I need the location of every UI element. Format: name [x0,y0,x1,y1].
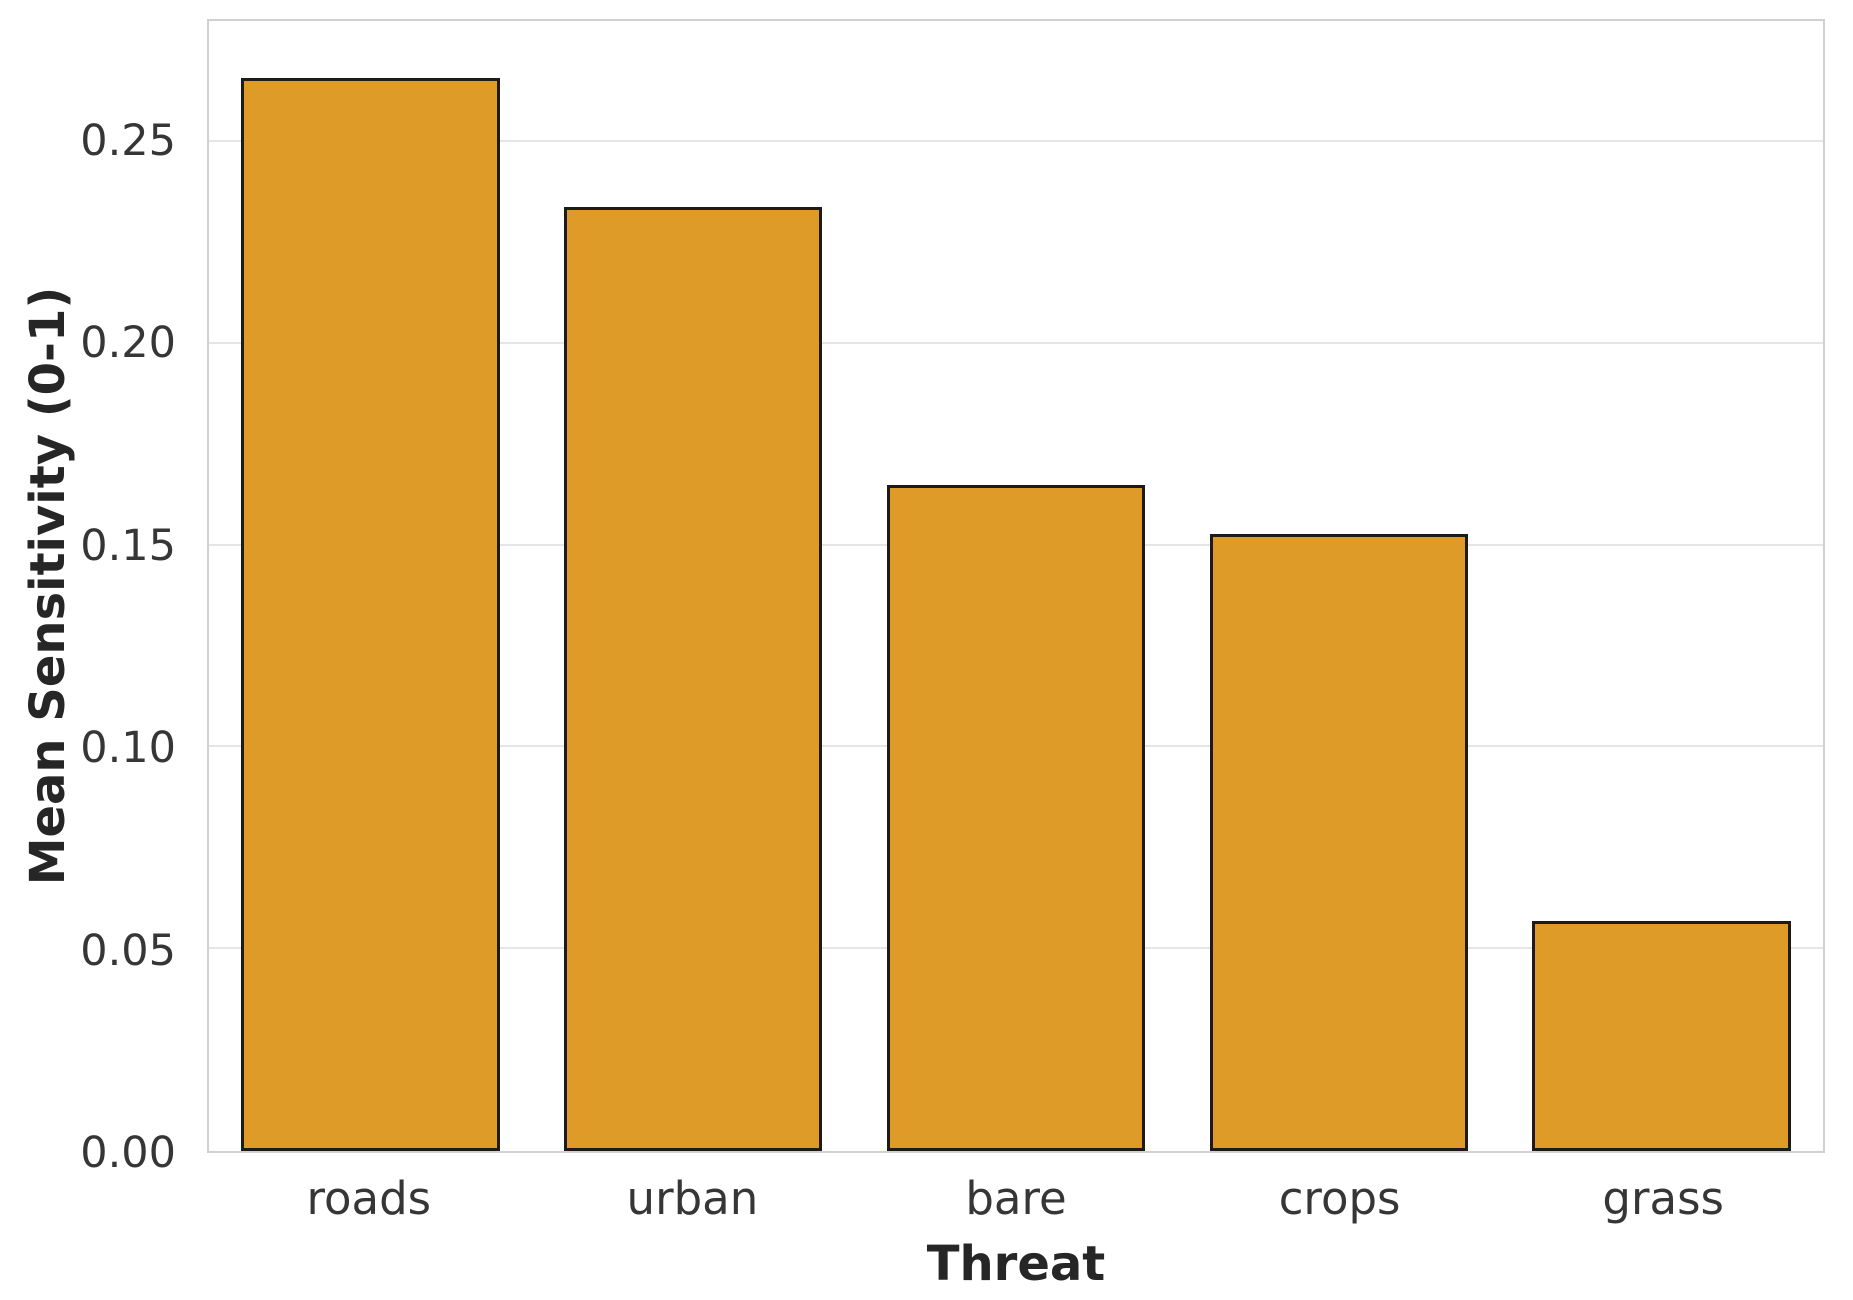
plot-area [207,19,1825,1153]
bar-bare [886,485,1146,1151]
x-tick-label-roads: roads [306,1172,432,1225]
bar-grass [1532,920,1791,1151]
x-tick-label-crops: crops [1278,1172,1401,1225]
x-axis-title: Threat [926,1236,1106,1292]
bar-urban [564,206,823,1151]
y-tick-label-0.00: 0.00 [80,1128,176,1178]
x-tick-label-bare: bare [965,1172,1067,1225]
y-tick-label-0.10: 0.10 [80,723,176,773]
gridline-0.25 [209,140,1823,143]
y-tick-label-0.20: 0.20 [80,318,176,368]
y-tick-label-0.15: 0.15 [80,520,176,571]
gridline-0.2 [209,341,1823,344]
y-tick-label-0.25: 0.25 [80,115,176,166]
bar-roads [241,77,500,1151]
x-tick-label-urban: urban [626,1172,759,1225]
x-tick-label-grass: grass [1602,1172,1724,1225]
y-axis-title: Mean Sensitivity (0-1) [20,286,76,886]
y-tick-label-0.05: 0.05 [80,925,176,976]
bar-crops [1209,533,1468,1151]
